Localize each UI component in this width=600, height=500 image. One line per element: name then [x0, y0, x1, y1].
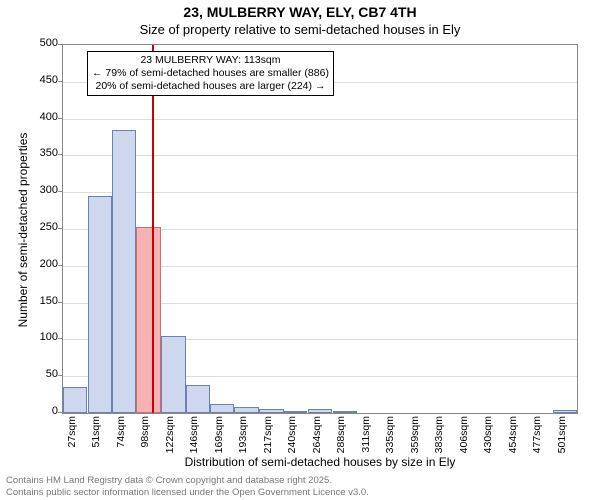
gridline — [63, 119, 577, 120]
x-tick-label: 501sqm — [556, 416, 568, 476]
x-tick-label: 430sqm — [482, 416, 494, 476]
histogram-bar — [553, 410, 577, 413]
histogram-bar — [88, 196, 112, 413]
y-tick-label: 450 — [8, 74, 58, 86]
y-tick-label: 50 — [8, 368, 58, 380]
y-tick-mark — [58, 412, 62, 413]
x-tick-label: 51sqm — [90, 416, 102, 476]
gridline — [63, 155, 577, 156]
footer-line-1: Contains HM Land Registry data © Crown c… — [6, 475, 332, 486]
histogram-bar — [63, 387, 87, 413]
x-tick-label: 335sqm — [384, 416, 396, 476]
chart-subtitle: Size of property relative to semi-detach… — [0, 22, 600, 37]
histogram-bar — [308, 409, 332, 413]
y-tick-label: 100 — [8, 331, 58, 343]
x-tick-label: 477sqm — [531, 416, 543, 476]
histogram-bar — [234, 407, 258, 413]
y-tick-mark — [58, 118, 62, 119]
histogram-bar-highlight — [136, 227, 160, 413]
y-tick-mark — [58, 302, 62, 303]
x-tick-label: 264sqm — [311, 416, 323, 476]
footer-line-2: Contains public sector information licen… — [6, 487, 369, 498]
y-tick-label: 400 — [8, 111, 58, 123]
x-tick-label: 122sqm — [164, 416, 176, 476]
x-tick-label: 288sqm — [335, 416, 347, 476]
y-tick-label: 150 — [8, 295, 58, 307]
x-tick-label: 193sqm — [237, 416, 249, 476]
x-tick-label: 146sqm — [188, 416, 200, 476]
y-tick-label: 250 — [8, 221, 58, 233]
histogram-bar — [210, 404, 234, 413]
histogram-bar — [259, 409, 283, 413]
gridline — [63, 192, 577, 193]
x-tick-label: 311sqm — [360, 416, 372, 476]
x-tick-label: 98sqm — [139, 416, 151, 476]
annotation-box: 23 MULBERRY WAY: 113sqm← 79% of semi-det… — [87, 51, 334, 96]
y-tick-mark — [58, 228, 62, 229]
plot-area: 23 MULBERRY WAY: 113sqm← 79% of semi-det… — [62, 44, 578, 414]
x-tick-label: 406sqm — [458, 416, 470, 476]
annotation-line-3: 20% of semi-detached houses are larger (… — [92, 80, 329, 93]
y-tick-mark — [58, 44, 62, 45]
histogram-bar — [186, 385, 210, 413]
x-tick-label: 240sqm — [286, 416, 298, 476]
x-tick-label: 454sqm — [507, 416, 519, 476]
y-tick-mark — [58, 265, 62, 266]
annotation-line-2: ← 79% of semi-detached houses are smalle… — [92, 67, 329, 80]
y-tick-mark — [58, 375, 62, 376]
chart-container: 23, MULBERRY WAY, ELY, CB7 4TH Size of p… — [0, 0, 600, 500]
y-tick-label: 0 — [8, 405, 58, 417]
x-tick-label: 359sqm — [409, 416, 421, 476]
y-tick-label: 300 — [8, 184, 58, 196]
highlight-line — [152, 45, 154, 413]
y-tick-mark — [58, 81, 62, 82]
y-tick-mark — [58, 191, 62, 192]
x-tick-label: 217sqm — [262, 416, 274, 476]
annotation-line-1: 23 MULBERRY WAY: 113sqm — [92, 54, 329, 67]
chart-title: 23, MULBERRY WAY, ELY, CB7 4TH — [0, 4, 600, 20]
y-tick-mark — [58, 338, 62, 339]
x-tick-label: 74sqm — [115, 416, 127, 476]
x-tick-label: 383sqm — [433, 416, 445, 476]
histogram-bar — [283, 411, 307, 413]
x-tick-label: 27sqm — [66, 416, 78, 476]
histogram-bar — [333, 411, 357, 413]
y-tick-mark — [58, 154, 62, 155]
y-tick-label: 500 — [8, 37, 58, 49]
y-tick-label: 200 — [8, 258, 58, 270]
x-tick-label: 169sqm — [213, 416, 225, 476]
histogram-bar — [161, 336, 185, 413]
histogram-bar — [112, 130, 136, 413]
y-tick-label: 350 — [8, 147, 58, 159]
